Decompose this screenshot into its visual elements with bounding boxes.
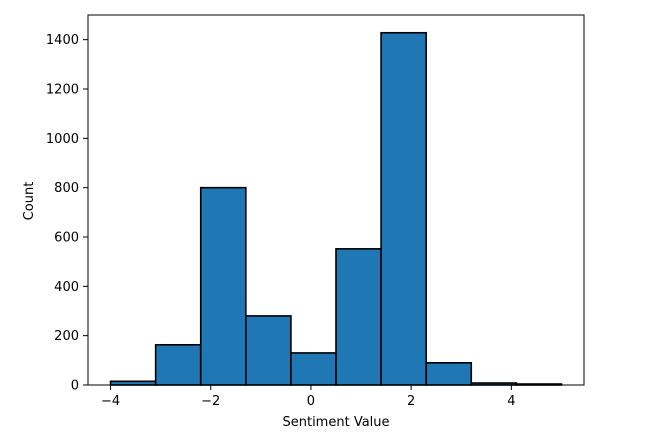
x-axis-label: Sentiment Value [282, 415, 389, 430]
y-tick-label: 600 [54, 231, 79, 246]
histogram-bar [425, 361, 473, 386]
y-tick-label: 1000 [46, 132, 79, 147]
y-tick-label: 200 [54, 329, 79, 344]
y-tick-label: 800 [54, 181, 79, 196]
x-tick-label: 2 [407, 394, 415, 409]
bars-layer [109, 31, 563, 386]
y-tick-label: 1400 [46, 33, 79, 48]
histogram-bar [290, 352, 337, 386]
x-tick-label: −2 [201, 394, 220, 409]
y-tick-label: 1200 [46, 83, 79, 98]
x-tick-label: 0 [307, 394, 315, 409]
histogram-bar [380, 31, 427, 386]
x-tick-label: −4 [101, 394, 120, 409]
histogram-bar [154, 343, 202, 386]
x-tick-label: 4 [507, 394, 515, 409]
y-tick-label: 400 [54, 280, 79, 295]
histogram-bar [199, 186, 247, 386]
axes-layer [87, 14, 585, 386]
histogram-bar [109, 380, 157, 386]
y-tick-label: 0 [71, 379, 79, 394]
ticks-layer: −4 −2 0 2 4 0 200 400 600 800 1000 1200 1400 [46, 33, 516, 409]
histogram-bar [245, 315, 292, 386]
histogram-bar [335, 248, 382, 386]
plot-frame [87, 14, 585, 386]
y-axis-label: Count [22, 182, 37, 221]
